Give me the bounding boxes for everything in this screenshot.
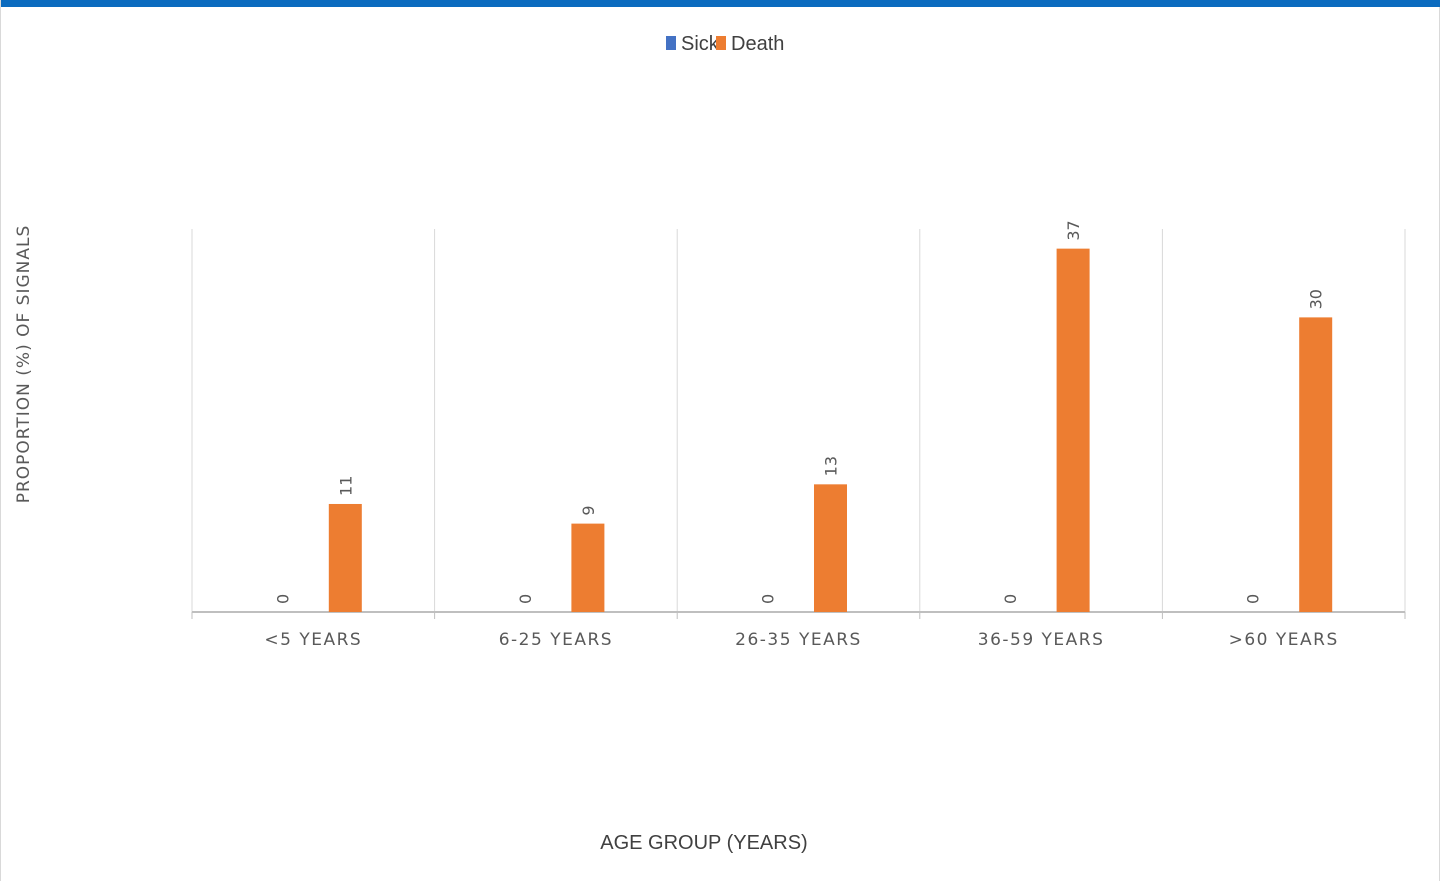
legend-swatch-sick <box>666 36 676 50</box>
x-tick-label: 26-35 YEARS <box>735 630 862 650</box>
x-tick-label: <5 YEARS <box>264 630 362 650</box>
y-axis-title: PROPORTION (%) OF SIGNALS <box>14 225 34 504</box>
x-tick-label: 6-25 YEARS <box>499 630 613 650</box>
data-label: 0 <box>1244 594 1263 604</box>
data-label: 30 <box>1307 289 1326 309</box>
legend: Sick Death <box>666 33 784 55</box>
x-tick-label: >60 YEARS <box>1229 630 1339 650</box>
bar-death <box>1056 248 1090 612</box>
data-label: 11 <box>336 476 355 496</box>
data-label: 13 <box>822 456 841 476</box>
top-accent-bar <box>1 0 1440 7</box>
data-label: 37 <box>1064 220 1083 240</box>
bar-death <box>328 503 362 612</box>
data-label: 9 <box>579 505 598 515</box>
data-label: 0 <box>516 594 535 604</box>
data-label: 0 <box>1001 594 1020 604</box>
x-axis-title: AGE GROUP (YEARS) <box>600 832 807 854</box>
plot-area: 0 11 <5 YEARS 0 9 6-25 YEARS 0 13 26-35 YEARS 0 37… <box>191 220 1406 650</box>
bar-death <box>571 523 605 612</box>
data-label: 0 <box>273 594 292 604</box>
bar-death <box>1299 317 1333 612</box>
legend-label-sick: Sick <box>681 33 720 55</box>
legend-label-death: Death <box>731 33 784 55</box>
legend-swatch-death <box>716 36 726 50</box>
data-label: 0 <box>759 594 778 604</box>
x-tick-label: 36-59 YEARS <box>978 630 1105 650</box>
bar-death <box>814 484 847 612</box>
